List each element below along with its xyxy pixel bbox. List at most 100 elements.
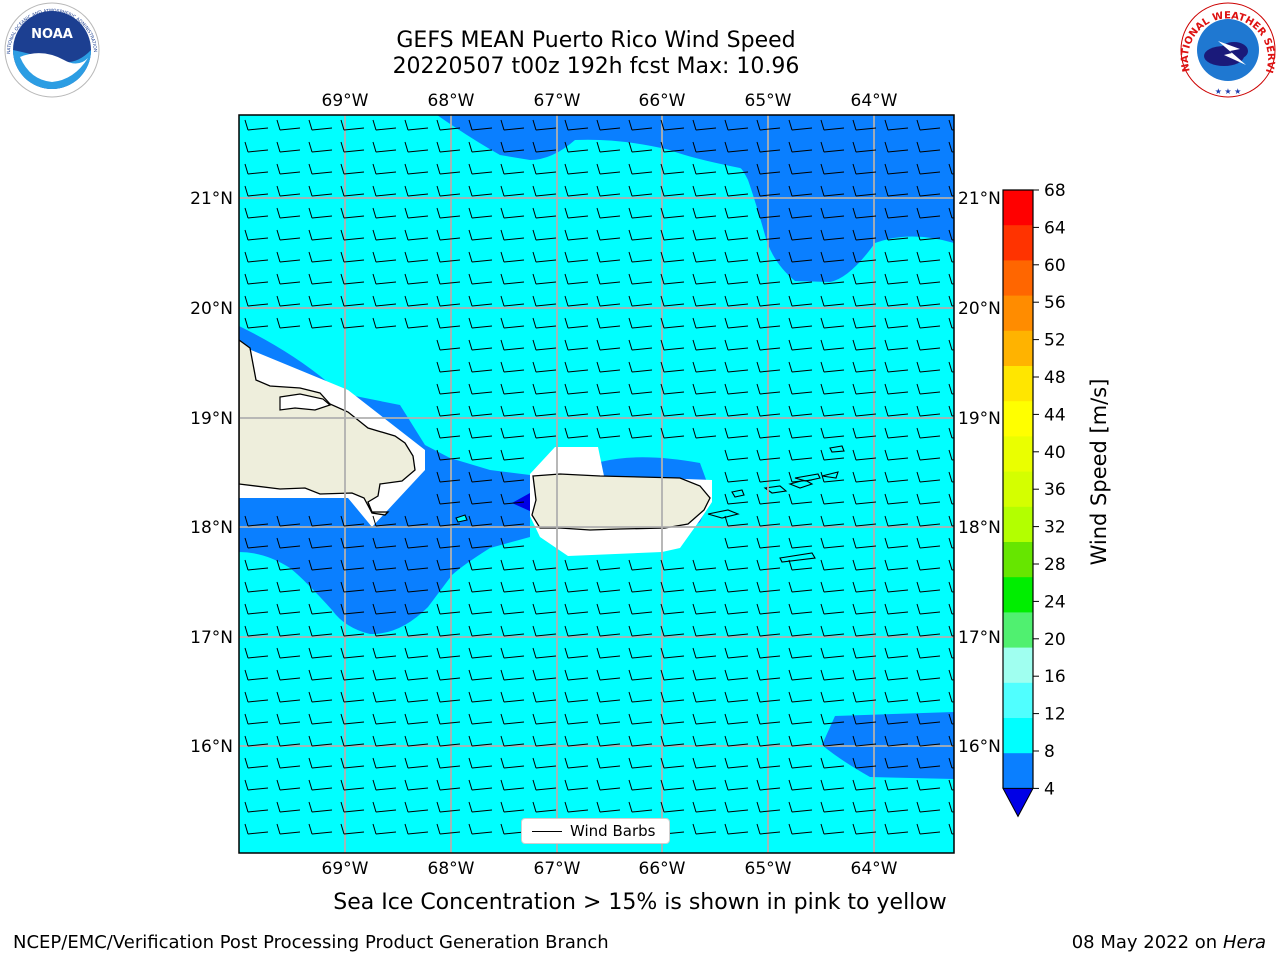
- nws-logo: NATIONAL WEATHER SERVICE ★ ★ ★: [1178, 1, 1276, 98]
- wind-barb: [820, 405, 845, 417]
- noaa-logo: NOAA NATIONAL OCEANIC AND ATMOSPHERIC AD…: [2, 2, 100, 98]
- wind-barb: [852, 119, 877, 131]
- wind-barb: [820, 801, 845, 813]
- colorbar-bin: [1003, 612, 1033, 649]
- wind-barb: [436, 449, 461, 461]
- wind-barb: [916, 339, 941, 351]
- wind-barb: [468, 581, 493, 593]
- wind-barb: [564, 119, 589, 131]
- colorbar-bin: [1003, 471, 1033, 508]
- wind-barb: [788, 141, 813, 153]
- wind-barb: [628, 669, 653, 681]
- wind-barb: [596, 339, 621, 351]
- wind-barb: [244, 581, 269, 593]
- wind-barb: [404, 537, 429, 549]
- wind-barb: [372, 801, 397, 813]
- wind-barb: [244, 823, 269, 835]
- wind-barb: [308, 141, 333, 153]
- wind-barb: [564, 735, 589, 747]
- wind-barb: [884, 735, 909, 747]
- wind-barb: [372, 625, 397, 637]
- colorbar-bin: [1003, 753, 1033, 789]
- wind-barb: [532, 163, 557, 175]
- wind-barb: [692, 801, 717, 813]
- wind-barb: [500, 405, 525, 417]
- wind-barb: [404, 757, 429, 769]
- wind-barb: [340, 559, 365, 571]
- wind-barb: [340, 713, 365, 725]
- wind-barb: [756, 251, 781, 263]
- wind-barb: [820, 229, 845, 241]
- wind-barb: [916, 229, 941, 241]
- wind-barb: [916, 317, 941, 329]
- wind-barb: [276, 515, 301, 527]
- wind-barb: [692, 647, 717, 659]
- wind-barbs: [244, 119, 954, 835]
- wind-barb: [372, 647, 397, 659]
- wind-barb: [820, 603, 845, 615]
- wind-barb: [628, 317, 653, 329]
- wind-barb: [276, 801, 301, 813]
- wind-barb: [340, 119, 365, 131]
- wind-barb: [372, 559, 397, 571]
- wind-barb: [340, 603, 365, 615]
- wind-barb: [852, 493, 877, 505]
- wind-barb: [532, 779, 557, 791]
- colorbar-tick-label: 20: [1044, 630, 1066, 650]
- wind-barb: [404, 229, 429, 241]
- wind-barb: [692, 669, 717, 681]
- wind-barb: [948, 405, 954, 417]
- wind-barb: [532, 647, 557, 659]
- wind-barb: [500, 141, 525, 153]
- wind-barb: [596, 185, 621, 197]
- wind-barb: [916, 603, 941, 615]
- wind-barb: [276, 757, 301, 769]
- wind-barb: [884, 625, 909, 637]
- wind-barb: [564, 251, 589, 263]
- lon-label: 64°W: [851, 91, 898, 111]
- wind-barb: [660, 163, 685, 175]
- wind-barb: [756, 779, 781, 791]
- wind-barb: [660, 757, 685, 769]
- wind-barb: [436, 427, 461, 439]
- wind-barb: [852, 801, 877, 813]
- wind-barb: [788, 383, 813, 395]
- colorbar-tick-label: 56: [1044, 293, 1066, 313]
- wind-barb: [308, 691, 333, 703]
- wind-barb: [916, 295, 941, 307]
- wind-barb: [692, 207, 717, 219]
- land-hispaniola: [239, 339, 416, 516]
- wind-barb: [788, 625, 813, 637]
- wind-barb: [308, 163, 333, 175]
- wind-barb: [436, 273, 461, 285]
- wind-barb: [276, 163, 301, 175]
- colorbar-tick-label: 12: [1044, 705, 1066, 725]
- wind-barb: [852, 383, 877, 395]
- wind-barb: [884, 141, 909, 153]
- wind-barb: [884, 581, 909, 593]
- wind-barb: [468, 493, 493, 505]
- wind-barb: [308, 779, 333, 791]
- wind-barb: [372, 295, 397, 307]
- colorbar-bin: [1003, 366, 1033, 402]
- wind-barb: [916, 669, 941, 681]
- wind-barb: [788, 163, 813, 175]
- wind-barb: [468, 273, 493, 285]
- wind-barb: [372, 317, 397, 329]
- wind-barb: [308, 757, 333, 769]
- wind-barb: [884, 779, 909, 791]
- wind-barb: [628, 603, 653, 615]
- wind-barb: [724, 229, 749, 241]
- wind-barb: [884, 493, 909, 505]
- wind-barb: [468, 757, 493, 769]
- wind-barb: [788, 559, 813, 571]
- wind-barb: [436, 757, 461, 769]
- wind-barb: [724, 163, 749, 175]
- wind-barb: [276, 669, 301, 681]
- wind-barb: [500, 779, 525, 791]
- wind-barb: [532, 339, 557, 351]
- wind-barb: [820, 317, 845, 329]
- wind-barb: [276, 251, 301, 263]
- wind-barb: [564, 295, 589, 307]
- wind-barb: [724, 295, 749, 307]
